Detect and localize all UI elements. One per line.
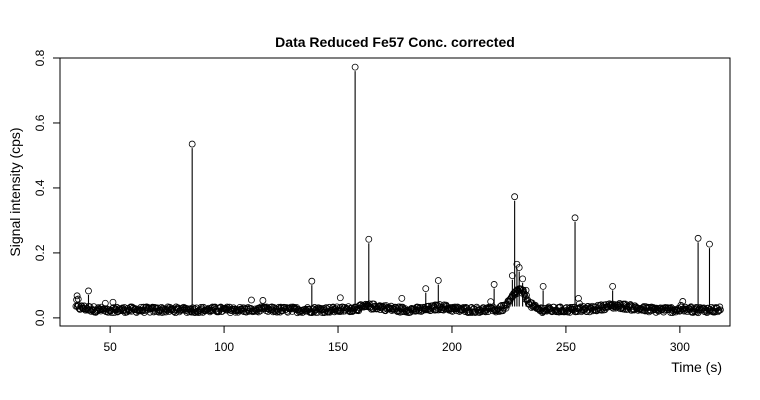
data-point [447, 304, 454, 311]
x-tick-label: 150 [328, 340, 348, 354]
data-point [336, 294, 344, 302]
x-axis: 50 100 150 200 250 300 [103, 325, 690, 354]
data-point [490, 281, 498, 288]
x-tick-label: 300 [670, 340, 690, 354]
y-tick-label: 0.4 [33, 179, 47, 196]
data-point [188, 140, 196, 148]
data-point [74, 295, 82, 303]
data-point [398, 294, 406, 302]
data-point [715, 307, 723, 314]
data-point [434, 277, 442, 284]
data-point [511, 193, 519, 201]
data-point [679, 298, 687, 305]
data-point [622, 302, 630, 310]
data-point [73, 292, 81, 300]
plot-frame [59, 57, 731, 327]
y-tick-label: 0.6 [33, 114, 47, 131]
y-axis-label: Signal intensity (cps) [7, 127, 23, 256]
data-point [523, 291, 530, 299]
x-tick-label: 250 [556, 340, 576, 354]
chart-title: Data Reduced Fe57 Conc. corrected [275, 34, 515, 50]
data-point [248, 296, 255, 304]
data-point [308, 277, 316, 285]
data-point [165, 304, 172, 312]
data-point [716, 303, 724, 311]
data-point [519, 275, 527, 283]
data-point [515, 264, 523, 271]
x-tick-label: 100 [214, 340, 234, 354]
data-point [259, 297, 267, 304]
data-point [422, 285, 430, 293]
x-tick-label: 200 [442, 340, 462, 354]
data-point [574, 308, 581, 315]
y-axis: 0.0 0.2 0.4 0.6 0.8 [33, 49, 61, 326]
y-tick-label: 0.0 [33, 309, 47, 326]
data-point [694, 234, 702, 242]
data-point [539, 282, 547, 290]
data-point [365, 235, 373, 243]
data-point [463, 304, 471, 312]
data-point [609, 282, 617, 290]
data-point [508, 272, 516, 280]
x-axis-label: Time (s) [671, 359, 722, 375]
data-point [221, 304, 229, 312]
data-point [85, 287, 92, 295]
data-point [522, 286, 530, 294]
data-point [561, 308, 569, 316]
data-point [425, 302, 433, 310]
data-point [617, 300, 625, 308]
data-point [468, 309, 476, 316]
x-tick-label: 50 [103, 340, 117, 354]
data-point [717, 306, 724, 314]
data-point [502, 304, 510, 312]
data-point [706, 240, 713, 248]
y-tick-label: 0.8 [33, 49, 47, 66]
data-points [72, 63, 724, 317]
data-point [487, 298, 495, 306]
data-point [109, 298, 117, 306]
spike-lines [87, 71, 711, 307]
data-point [575, 294, 582, 302]
data-point [351, 63, 359, 71]
y-tick-label: 0.2 [33, 244, 47, 261]
data-point [571, 214, 579, 222]
